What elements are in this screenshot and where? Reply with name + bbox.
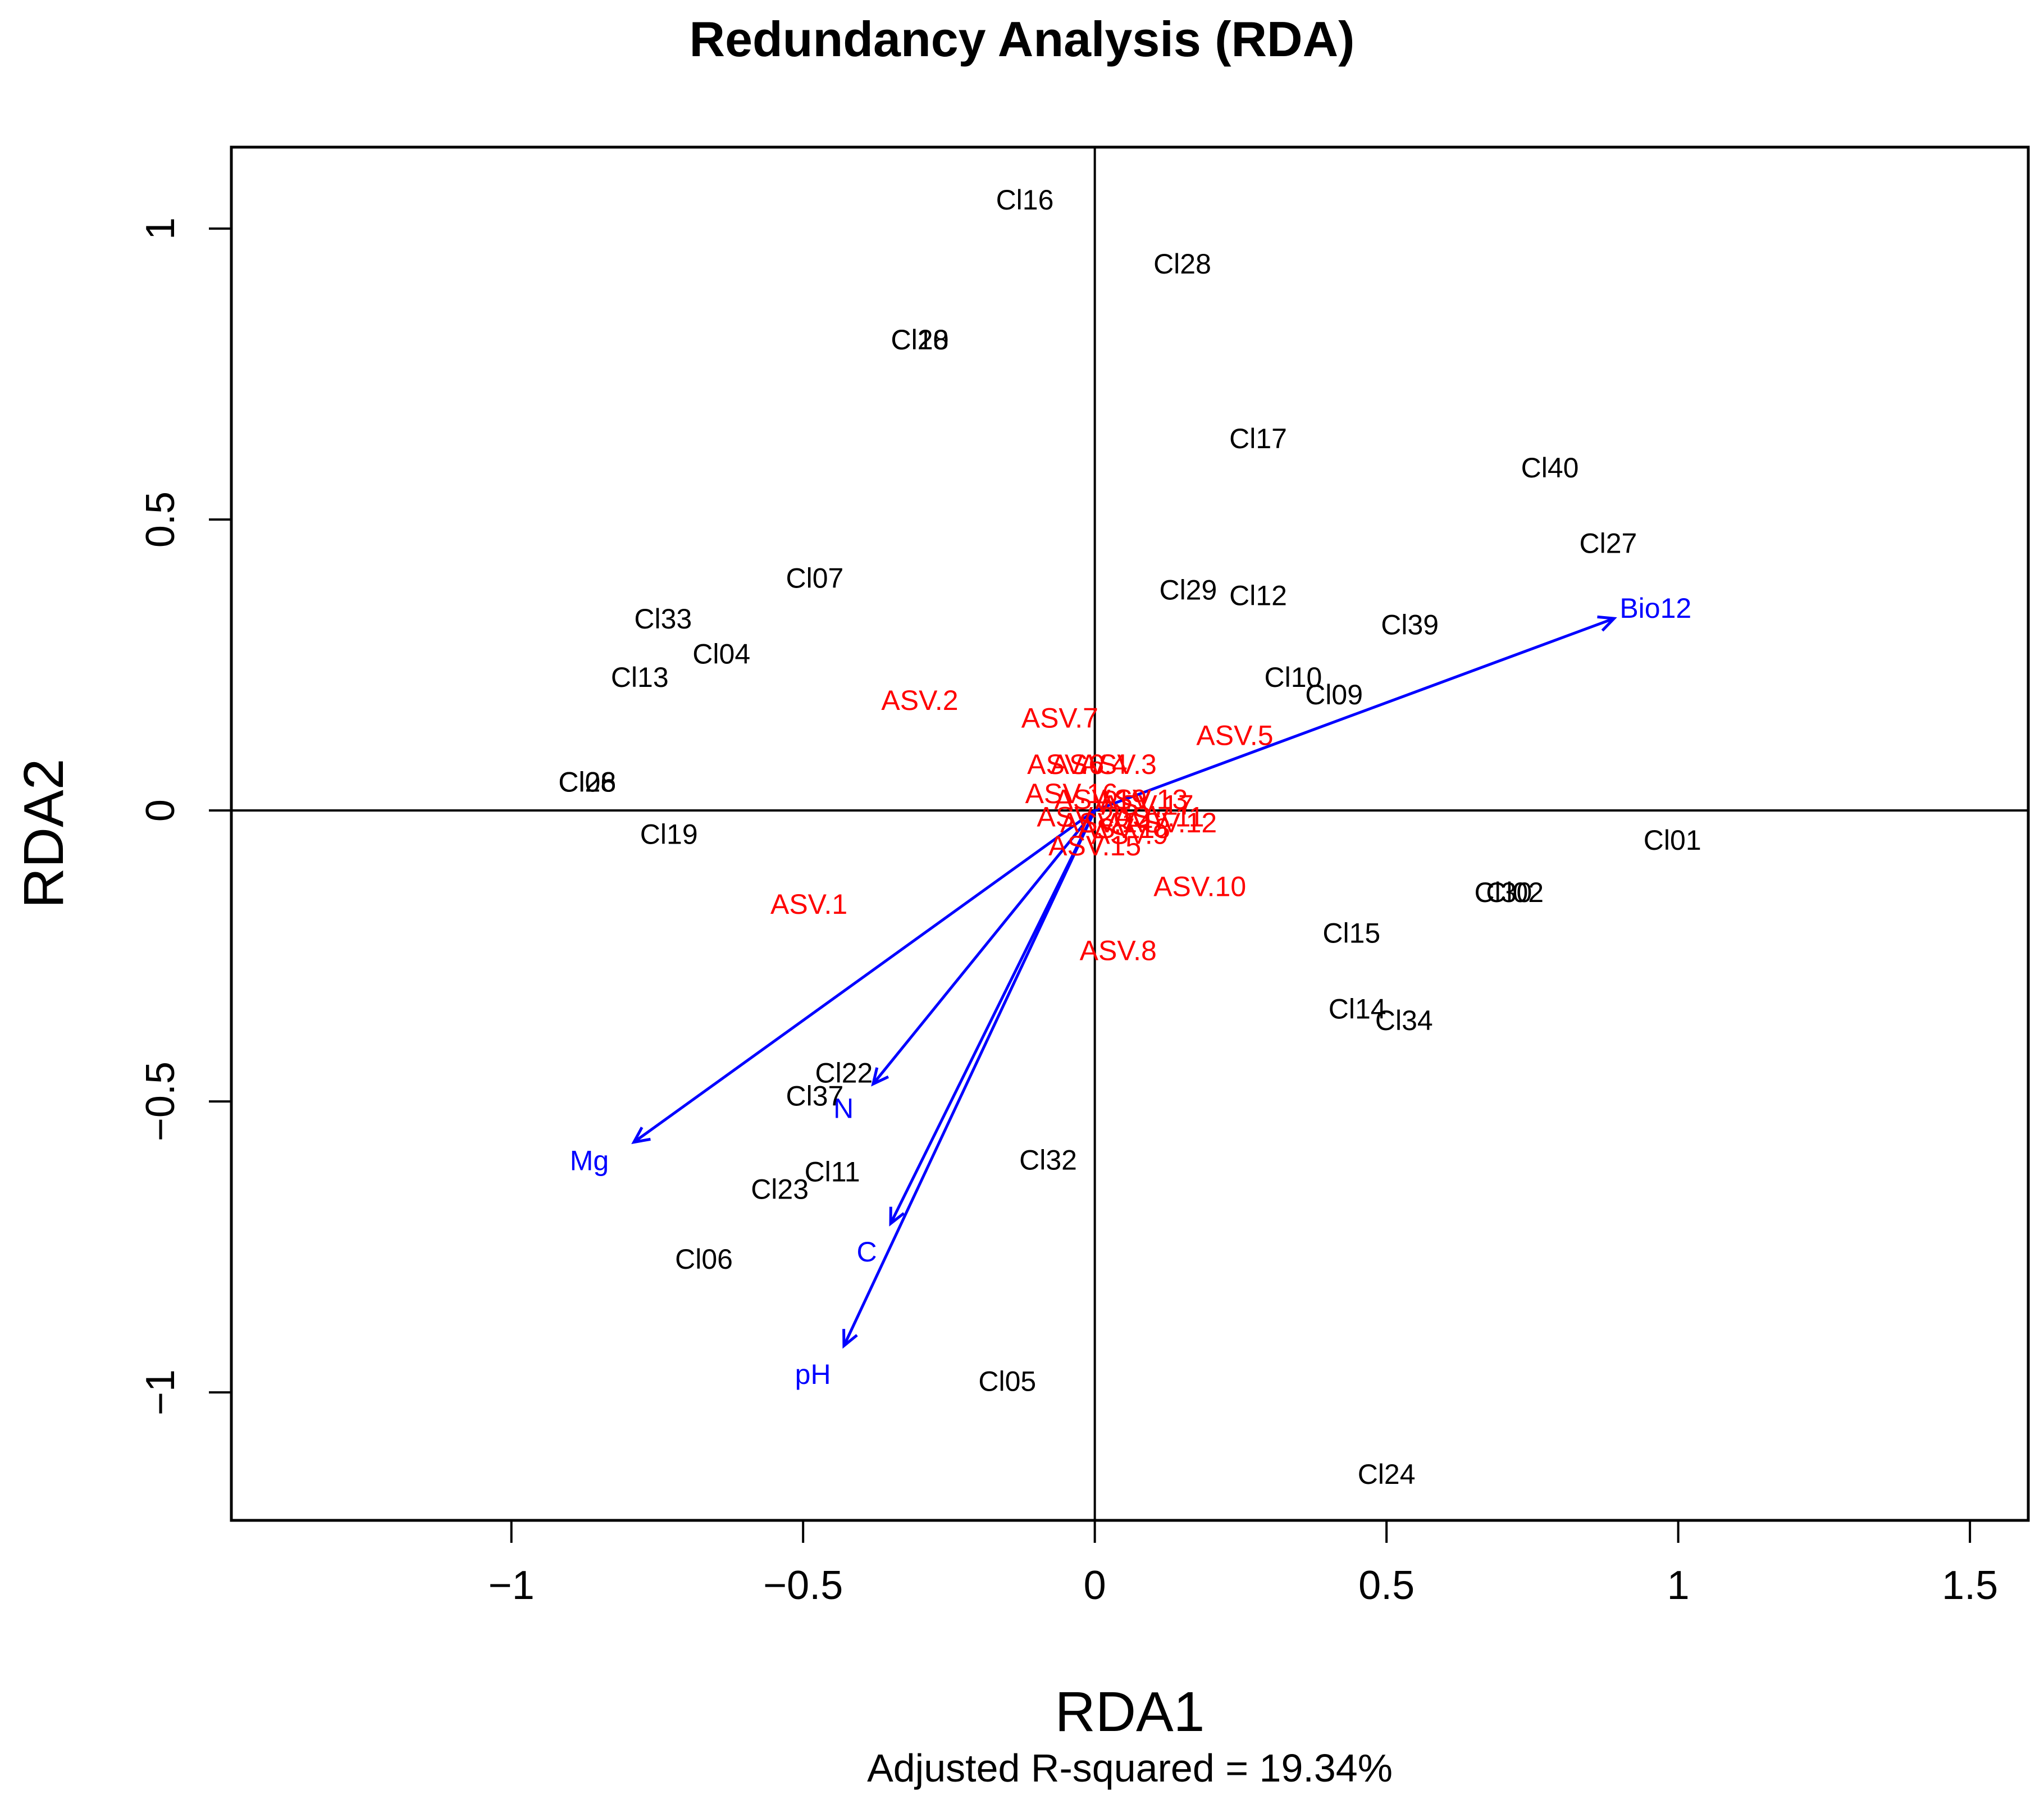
- site-label: Cl09: [1305, 679, 1363, 710]
- species-points: ASV.2ASV.7ASV.5ASV.3ASV.4ASV.6ASV.9ASV.1…: [770, 685, 1274, 966]
- site-label: Cl40: [1521, 452, 1579, 484]
- site-label: Cl14: [1329, 993, 1386, 1024]
- site-label: Cl01: [1644, 824, 1701, 856]
- env-arrow-shaft: [872, 809, 1096, 1085]
- species-label: ASV.16: [1025, 778, 1118, 809]
- species-label: ASV.14: [1060, 807, 1153, 839]
- site-label: Cl07: [786, 563, 844, 594]
- x-tick-label: 1: [1667, 1563, 1690, 1608]
- species-label: ASV.19: [1055, 783, 1147, 815]
- y-tick-label: −0.5: [138, 1062, 183, 1141]
- env-arrow-head: [631, 1127, 651, 1144]
- site-label: Cl10: [1264, 662, 1322, 693]
- site-label: Cl29: [1159, 574, 1217, 605]
- site-label: Cl28: [1153, 248, 1211, 280]
- plot-frame: [230, 145, 2030, 1522]
- species-label: ASV.2: [881, 685, 958, 716]
- species-label: ASV.1: [770, 889, 847, 920]
- chart-title: Redundancy Analysis (RDA): [690, 11, 1355, 67]
- env-arrow-head: [1597, 615, 1617, 632]
- y-tick-label: 1: [138, 217, 183, 240]
- env-arrow-head: [871, 1067, 889, 1087]
- site-label: Cl02: [1486, 877, 1544, 908]
- env-arrow-shaft: [633, 809, 1096, 1144]
- x-tick-label: −1: [489, 1563, 535, 1608]
- site-label: Cl30: [1475, 877, 1532, 908]
- env-arrow-shaft: [1094, 617, 1615, 812]
- site-label: Cl19: [640, 819, 698, 850]
- species-label: ASV.8: [1080, 935, 1157, 967]
- site-label: Cl32: [1019, 1145, 1077, 1176]
- y-axis-title: RDA2: [12, 759, 75, 909]
- env-arrow-head: [889, 1206, 905, 1227]
- site-label: Cl17: [1229, 423, 1287, 454]
- species-label: ASV.20: [1037, 801, 1129, 832]
- site-label: Cl22: [815, 1057, 873, 1088]
- species-label: ASV.17: [1101, 790, 1194, 821]
- site-label: Cl16: [996, 184, 1054, 216]
- species-label: ASV.11: [1114, 801, 1204, 832]
- species-label: ASV.13: [1095, 783, 1188, 815]
- site-label: Cl13: [611, 662, 669, 693]
- species-label: ASV.18: [1078, 813, 1170, 844]
- species-label: ASV.12: [1124, 807, 1217, 839]
- r-squared-note: Adjusted R-squared = 19.34%: [867, 1746, 1393, 1790]
- y-axis: −1 −0.5 0 0.5 1: [138, 217, 231, 1415]
- x-axis: −1 −0.5 0 0.5 1 1.5: [489, 1520, 1998, 1608]
- species-label: ASV.7: [1021, 702, 1098, 734]
- site-label: Cl08: [558, 766, 616, 798]
- site-label: Cl06: [675, 1243, 733, 1275]
- site-label: Cl33: [634, 603, 692, 635]
- env-label: N: [833, 1093, 854, 1124]
- species-label: ASV.5: [1196, 719, 1273, 751]
- site-label: Cl12: [1229, 580, 1287, 612]
- site-label: Cl26: [558, 766, 616, 798]
- x-tick-label: 0.5: [1358, 1563, 1415, 1608]
- species-label: ASV.3: [1080, 749, 1157, 780]
- x-tick-label: −0.5: [763, 1563, 843, 1608]
- site-label: Cl20: [891, 324, 949, 356]
- site-label: Cl05: [978, 1365, 1036, 1397]
- site-label: Cl23: [751, 1173, 809, 1205]
- y-tick-label: −1: [138, 1369, 183, 1415]
- environment-vectors: Bio12 N Mg CpH: [570, 593, 1691, 1390]
- env-label: Mg: [570, 1145, 609, 1177]
- x-tick-label: 1.5: [1942, 1563, 1998, 1608]
- x-axis-title: RDA1: [1055, 1680, 1205, 1743]
- y-tick-label: 0.5: [138, 491, 183, 548]
- site-label: Cl18: [891, 324, 949, 356]
- site-label: Cl37: [786, 1081, 844, 1112]
- site-label: Cl11: [805, 1156, 860, 1187]
- y-tick-label: 0: [138, 799, 183, 822]
- env-label: Bio12: [1619, 593, 1691, 624]
- env-arrow-shaft: [889, 809, 1096, 1224]
- x-tick-label: 0: [1084, 1563, 1106, 1608]
- env-arrow-shaft: [842, 809, 1096, 1347]
- species-label: ASV.9: [1091, 819, 1168, 850]
- env-label: C: [857, 1236, 877, 1268]
- site-label: Cl04: [692, 638, 750, 669]
- species-label: ASV.10: [1153, 871, 1246, 903]
- env-label: pH: [795, 1359, 831, 1390]
- species-label: ASV.6: [1027, 749, 1104, 780]
- origin-axis-lines: [231, 147, 2028, 1520]
- site-label: Cl39: [1381, 609, 1439, 641]
- env-arrow-head: [842, 1329, 858, 1349]
- species-label: ASV.15: [1048, 830, 1141, 862]
- site-label: Cl27: [1580, 527, 1637, 559]
- site-label: Cl24: [1358, 1459, 1416, 1490]
- site-label: Cl34: [1375, 1005, 1433, 1036]
- species-label: ASV.4: [1051, 749, 1128, 780]
- site-label: Cl15: [1322, 918, 1380, 949]
